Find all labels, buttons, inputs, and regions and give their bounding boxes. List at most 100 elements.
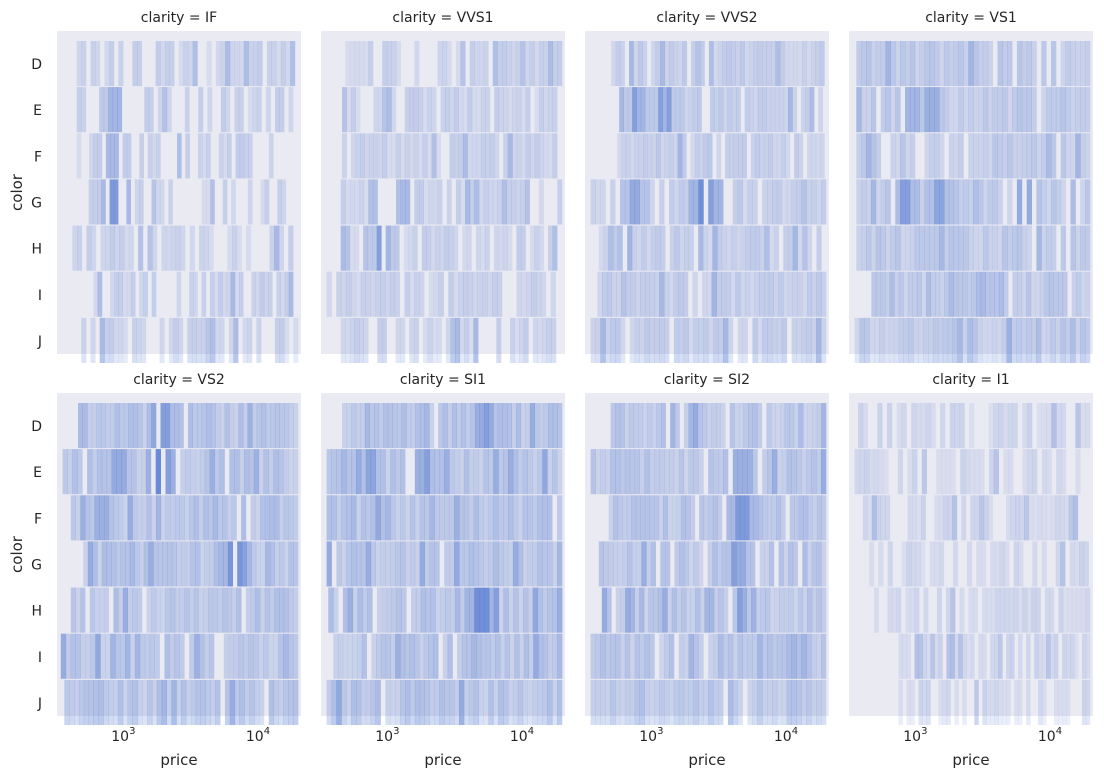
- heatmap-cell: [982, 225, 989, 271]
- heatmap-cell: [957, 317, 963, 363]
- heatmap-cell: [726, 225, 732, 271]
- heatmap-cell: [759, 133, 765, 179]
- heatmap-cell: [762, 87, 767, 133]
- heatmap-cell: [199, 633, 205, 679]
- heatmap-cell: [431, 133, 437, 179]
- heatmap-cell: [126, 133, 132, 179]
- heatmap-cell: [179, 495, 185, 541]
- heatmap-cell: [542, 679, 548, 725]
- heatmap-cell: [108, 495, 114, 541]
- heatmap-cell: [856, 133, 862, 179]
- heatmap-cell: [856, 87, 862, 133]
- heatmap-cell: [557, 449, 563, 495]
- heatmap-cell: [926, 633, 931, 679]
- heatmap-cell: [878, 449, 884, 495]
- heatmap-cell: [156, 495, 162, 541]
- heatmap-cell: [157, 87, 163, 133]
- heatmap-cell: [498, 495, 504, 541]
- heatmap-cell: [108, 87, 114, 133]
- heatmap-cell: [895, 179, 901, 225]
- heatmap-cell: [525, 133, 531, 179]
- heatmap-cell: [110, 133, 115, 179]
- heatmap-cell: [629, 449, 636, 495]
- heatmap-cell: [355, 133, 361, 179]
- heatmap-cell: [75, 587, 81, 633]
- heatmap-cell: [967, 317, 973, 363]
- heatmap-cell: [969, 449, 975, 495]
- heatmap-cell: [1027, 449, 1033, 495]
- heatmap-cell: [1070, 41, 1076, 87]
- heatmap-cell: [669, 179, 675, 225]
- heatmap-cell: [542, 495, 548, 541]
- heatmap-cell: [508, 541, 514, 587]
- heatmap-cell: [405, 679, 411, 725]
- heatmap-cell: [595, 633, 601, 679]
- heatmap-cell: [638, 403, 644, 449]
- heatmap-cell: [757, 679, 763, 725]
- heatmap-cell: [764, 541, 770, 587]
- y-tick-label: H: [31, 604, 42, 620]
- heatmap-cell: [683, 403, 689, 449]
- heatmap-cell: [92, 449, 98, 495]
- heatmap-cell: [948, 225, 955, 271]
- heatmap-cell: [209, 271, 215, 317]
- heatmap-cell: [508, 587, 514, 633]
- heatmap-cell: [537, 495, 543, 541]
- heatmap-cell: [461, 403, 467, 449]
- heatmap-cell: [1026, 679, 1031, 725]
- heatmap-cell: [759, 271, 765, 317]
- heatmap-cell: [400, 679, 406, 725]
- heatmap-cell: [753, 41, 759, 87]
- heatmap-cell: [762, 179, 768, 225]
- heatmap-cell: [821, 179, 827, 225]
- heatmap-cell: [801, 449, 807, 495]
- heatmap-cell: [516, 271, 522, 317]
- heatmap-cell: [557, 679, 563, 725]
- heatmap-cell: [1065, 87, 1071, 133]
- heatmap-cell: [732, 449, 739, 495]
- heatmap-cell: [425, 587, 431, 633]
- heatmap-cell: [1003, 271, 1009, 317]
- heatmap-cell: [141, 317, 147, 363]
- heatmap-cell: [1021, 87, 1028, 133]
- heatmap-cell: [120, 541, 126, 587]
- heatmap-cell: [1070, 179, 1076, 225]
- heatmap-cell: [336, 495, 342, 541]
- heatmap-cell: [255, 495, 261, 541]
- heatmap-cell: [896, 403, 902, 449]
- heatmap-cell: [147, 225, 153, 271]
- heatmap-cell: [396, 587, 402, 633]
- heatmap-cell: [184, 587, 190, 633]
- heatmap-cell: [258, 633, 264, 679]
- heatmap-cell: [597, 271, 603, 317]
- heatmap-cell: [811, 41, 816, 87]
- heatmap-cell: [229, 679, 236, 725]
- heatmap-cell: [463, 449, 470, 495]
- heatmap-cell: [247, 87, 253, 133]
- heatmap-cell: [786, 179, 792, 225]
- heatmap-cell: [600, 179, 606, 225]
- heatmap-cell: [81, 41, 87, 87]
- heatmap-cell: [210, 179, 215, 225]
- heatmap-cell: [372, 179, 378, 225]
- heatmap-cell: [349, 225, 355, 271]
- heatmap-cell: [744, 495, 750, 541]
- heatmap-cell: [1041, 495, 1047, 541]
- heatmap-cell: [1080, 179, 1086, 225]
- heatmap-cell: [1021, 133, 1028, 179]
- heatmap-cell: [203, 225, 209, 271]
- heatmap-cell: [1006, 679, 1011, 725]
- heatmap-cell: [234, 41, 240, 87]
- heatmap-cell: [718, 87, 724, 133]
- heatmap-cell: [427, 87, 432, 133]
- heatmap-cell: [1003, 403, 1009, 449]
- heatmap-cell: [992, 179, 998, 225]
- heatmap-cell: [929, 133, 935, 179]
- heatmap-cell: [673, 179, 680, 225]
- heatmap-cell: [1016, 133, 1023, 179]
- heatmap-cell: [615, 587, 621, 633]
- heatmap-cell: [620, 179, 626, 225]
- heatmap-cell: [870, 87, 877, 133]
- heatmap-cell: [178, 317, 184, 363]
- heatmap-cell: [414, 179, 420, 225]
